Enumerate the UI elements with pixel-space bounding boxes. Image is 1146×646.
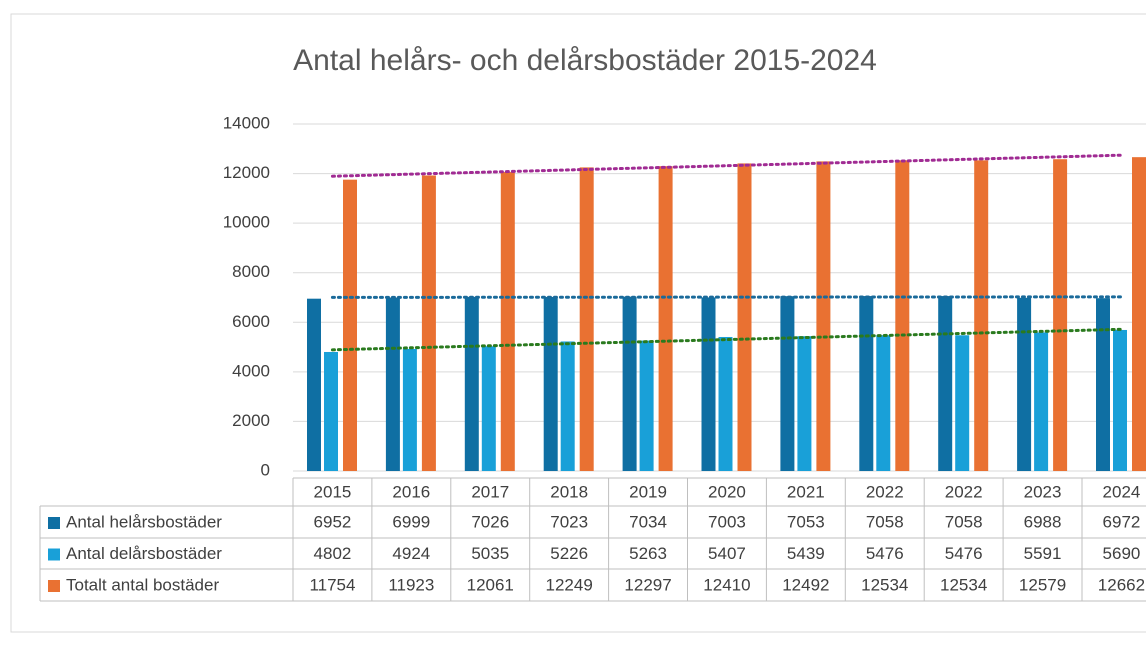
y-tick-label: 6000 [232, 312, 270, 331]
legend-label: Totalt antal bostäder [66, 575, 219, 594]
bar [658, 166, 673, 471]
bar [974, 160, 989, 471]
table-value: 12662 [1098, 575, 1145, 594]
table-value: 6972 [1103, 512, 1141, 531]
bar [464, 296, 479, 471]
table-value: 5226 [550, 544, 588, 563]
y-tick-label: 2000 [232, 411, 270, 430]
table-value: 5476 [945, 544, 983, 563]
bar [343, 179, 357, 472]
table-value: 5439 [787, 544, 825, 563]
table-value: 7023 [550, 512, 588, 531]
table-value: 7003 [708, 512, 746, 531]
table-value: 12534 [861, 575, 908, 594]
table-value: 5476 [866, 544, 904, 563]
bar [324, 351, 338, 471]
table-value: 11923 [388, 575, 434, 594]
x-tick-label: 2022 [945, 482, 983, 501]
bar [895, 160, 910, 471]
bar [560, 341, 575, 471]
bar [1017, 297, 1032, 471]
bar [1034, 332, 1049, 471]
table-value: 4802 [314, 544, 352, 563]
table-value: 5591 [1024, 544, 1062, 563]
table-value: 4924 [392, 544, 430, 563]
table-value: 6999 [392, 512, 430, 531]
chart-title: Antal helårs- och delårsbostäder 2015-20… [293, 44, 877, 77]
bar [938, 296, 953, 471]
bar [859, 296, 874, 471]
table-value: 7058 [866, 512, 904, 531]
table-value: 11754 [309, 575, 355, 594]
y-tick-label: 8000 [232, 262, 270, 281]
bar [307, 298, 321, 471]
trendline [330, 327, 1123, 352]
legend-key [48, 517, 60, 529]
y-tick-label: 14000 [223, 113, 270, 132]
x-tick-label: 2016 [392, 482, 430, 501]
x-tick-label: 2024 [1103, 482, 1141, 501]
x-tick-label: 2023 [1024, 482, 1062, 501]
legend-label: Antal helårsbostäder [66, 512, 222, 531]
y-tick-label: 4000 [232, 361, 270, 380]
bar [385, 297, 400, 471]
bar [1132, 157, 1146, 472]
bar [421, 175, 436, 472]
bar [622, 296, 637, 471]
bar [402, 348, 417, 471]
bar [543, 296, 558, 471]
y-tick-label: 0 [261, 460, 270, 479]
table-value: 7058 [945, 512, 983, 531]
trendline [330, 295, 1123, 299]
bar [797, 336, 812, 471]
x-tick-label: 2021 [787, 482, 825, 501]
bar [780, 296, 795, 471]
table-value: 5035 [471, 544, 509, 563]
table-value: 7034 [629, 512, 667, 531]
x-tick-label: 2019 [629, 482, 667, 501]
bar [1096, 298, 1110, 471]
y-tick-label: 10000 [223, 213, 270, 232]
legend-key [48, 548, 60, 561]
legend-label: Antal delårsbostäder [66, 544, 222, 563]
bar [876, 335, 891, 471]
table-value: 12061 [467, 575, 514, 594]
bar [737, 163, 752, 471]
legend-key [48, 580, 60, 592]
bar [579, 167, 594, 471]
y-tick-label: 12000 [223, 163, 270, 182]
table-value: 5690 [1103, 544, 1141, 563]
table-value: 5407 [708, 544, 746, 563]
x-tick-label: 2022 [866, 482, 904, 501]
bar [718, 336, 733, 471]
bar [481, 346, 496, 471]
bar [500, 172, 515, 471]
table-value: 6952 [314, 512, 352, 531]
bar [1113, 329, 1127, 471]
bar [1053, 159, 1068, 471]
bar [816, 161, 831, 471]
x-tick-label: 2017 [471, 482, 509, 501]
x-tick-label: 2018 [550, 482, 588, 501]
table-value: 12492 [782, 575, 829, 594]
table-value: 12249 [546, 575, 593, 594]
table-value: 5263 [629, 544, 667, 563]
table-value: 12297 [624, 575, 671, 594]
table-value: 6988 [1024, 512, 1062, 531]
bar [639, 340, 654, 471]
trendline [330, 153, 1123, 178]
bar [955, 335, 970, 471]
chart-border [10, 13, 1146, 633]
x-tick-label: 2020 [708, 482, 746, 501]
table-value: 7053 [787, 512, 825, 531]
bar [701, 297, 716, 471]
table-value: 12579 [1019, 575, 1066, 594]
table-value: 12534 [940, 575, 987, 594]
table-value: 12410 [703, 575, 750, 594]
table-value: 7026 [471, 512, 509, 531]
x-tick-label: 2015 [314, 482, 352, 501]
